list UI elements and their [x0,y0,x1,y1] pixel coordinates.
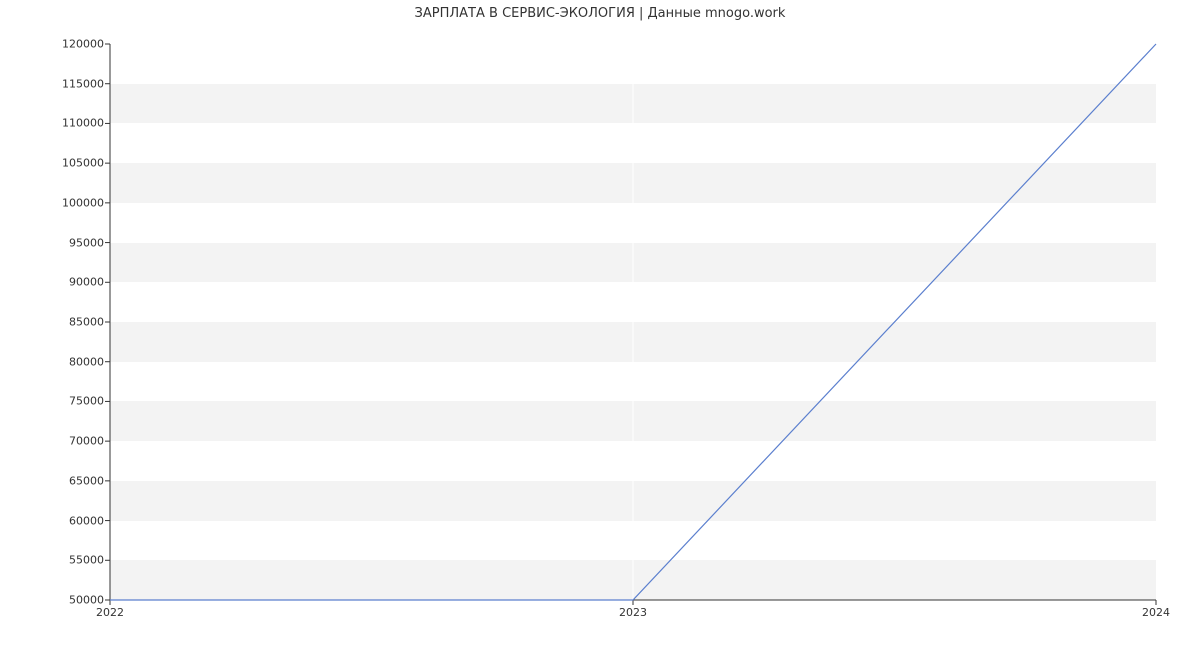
y-tick-label: 115000 [62,77,110,90]
y-tick-label: 60000 [69,514,110,527]
y-tick-label: 65000 [69,474,110,487]
y-tick-label: 90000 [69,276,110,289]
y-tick-label: 110000 [62,117,110,130]
chart-title: ЗАРПЛАТА В СЕРВИС-ЭКОЛОГИЯ | Данные mnog… [0,6,1200,21]
y-tick-label: 80000 [69,355,110,368]
chart-container: ЗАРПЛАТА В СЕРВИС-ЭКОЛОГИЯ | Данные mnog… [0,0,1200,650]
series-line [110,44,1156,600]
y-tick-label: 55000 [69,554,110,567]
y-tick-label: 85000 [69,316,110,329]
y-tick-label: 95000 [69,236,110,249]
y-tick-label: 100000 [62,196,110,209]
y-tick-label: 105000 [62,157,110,170]
y-tick-label: 75000 [69,395,110,408]
y-tick-label: 70000 [69,435,110,448]
plot-area: 5000055000600006500070000750008000085000… [110,44,1156,600]
y-tick-label: 120000 [62,38,110,51]
